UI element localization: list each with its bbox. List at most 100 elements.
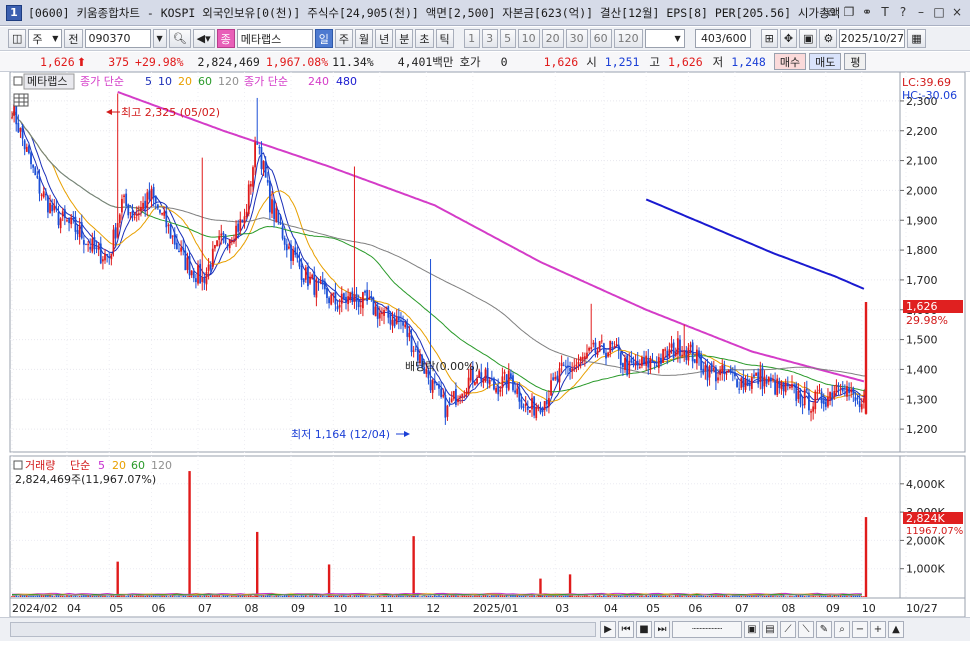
interval-10[interactable]: 10 — [517, 29, 540, 48]
candle-body — [404, 324, 407, 328]
zoom-in-icon[interactable]: ⊞ — [760, 29, 778, 48]
candle-body — [17, 122, 20, 133]
magnify-icon[interactable]: ⌕ — [834, 621, 850, 638]
scroll-right-icon[interactable]: ▶ — [600, 621, 616, 638]
open-label: 시 — [586, 54, 597, 69]
grid-icon[interactable]: ▤ — [762, 621, 778, 638]
timeframe-week[interactable]: 주 — [334, 29, 354, 48]
candle-body — [433, 380, 436, 384]
volume-bar — [370, 595, 373, 597]
buy-button[interactable]: 매수 — [773, 53, 807, 70]
chart-scrollbar[interactable] — [10, 622, 596, 637]
draw-icon[interactable]: ✎ — [816, 621, 832, 638]
expand-icon[interactable]: ▲ — [888, 621, 904, 638]
candle-body — [11, 117, 13, 119]
timeframe-day[interactable]: 일 — [314, 29, 333, 48]
stock-type-tag[interactable]: 종 — [216, 29, 235, 48]
trend-icon[interactable]: ⟍ — [798, 621, 814, 638]
legend-ma240: 240 — [308, 75, 329, 88]
candle-body — [99, 243, 102, 264]
volume-bar — [584, 595, 586, 597]
sound-icon[interactable]: ◀︎▾ — [192, 29, 215, 48]
stock-chart[interactable]: 2,3002,2002,1002,0001,9001,8001,7001,600… — [0, 71, 970, 618]
screenshot-icon[interactable]: ▣ — [744, 621, 760, 638]
interval-20[interactable]: 20 — [541, 29, 564, 48]
help-icon[interactable]: ? — [899, 5, 907, 19]
volume-legend: 거래량 단순 5 20 60 120 2,824,469주(11,967.07%… — [13, 459, 172, 486]
new-window-icon[interactable]: ❐ — [843, 5, 855, 19]
scroll-end-icon[interactable]: ⏭ — [654, 621, 670, 638]
calendar-icon[interactable]: ▦ — [907, 29, 926, 48]
table-icon[interactable] — [13, 93, 29, 107]
ruler-icon[interactable]: ⟋ — [780, 621, 796, 638]
legend-ma-label: 종가 단순 — [80, 75, 124, 88]
candle-body — [708, 365, 711, 378]
volume-bar — [797, 595, 800, 597]
interval-3[interactable]: 3 — [481, 29, 498, 48]
text-tool-icon[interactable]: T — [881, 5, 889, 19]
volume-bar — [742, 596, 745, 597]
link-icon[interactable]: ⚭ — [861, 5, 873, 19]
chart-area[interactable]: 2,3002,2002,1002,0001,9001,8001,7001,600… — [0, 71, 970, 622]
volume-bar — [192, 596, 195, 597]
volume-bar — [727, 595, 730, 597]
maximize-icon[interactable]: □ — [933, 5, 945, 19]
stop-icon[interactable]: ■ — [636, 621, 652, 638]
candle-body — [748, 383, 751, 387]
prev-button[interactable]: 전 — [64, 29, 83, 48]
stock-code-input[interactable]: 090370 — [84, 29, 151, 48]
scroll-start-icon[interactable]: ⏮ — [618, 621, 634, 638]
last-pct-label: 29.98% — [906, 314, 948, 327]
restore-icon[interactable]: ⧉ — [826, 4, 836, 19]
candle-body — [389, 314, 392, 325]
interval-dropdown[interactable]: ▼ — [644, 29, 685, 48]
zoom-slider[interactable]: ┈┈┈┈┈ — [672, 621, 742, 638]
zoom-in-button-icon[interactable]: + — [870, 621, 886, 638]
save-icon[interactable]: ▣ — [799, 29, 818, 48]
code-dropdown-icon[interactable]: ▼ — [152, 29, 167, 48]
chart-menu-icon[interactable]: ◫ — [8, 29, 27, 48]
candle-body — [366, 289, 369, 302]
avg-button[interactable]: 평 — [844, 53, 867, 70]
volume-bar — [66, 595, 68, 597]
gear-icon[interactable]: ⚙ — [819, 29, 838, 48]
interval-5[interactable]: 5 — [499, 29, 516, 48]
crosshair-icon[interactable]: ✥ — [779, 29, 798, 48]
candle-body — [490, 379, 493, 381]
date-field[interactable]: 2025/10/27 — [839, 29, 906, 48]
volume-bar — [846, 595, 848, 597]
low-annotation-label: 최저 1,164 (12/04) — [291, 428, 390, 441]
candle-body — [323, 281, 326, 290]
candle-body — [564, 365, 567, 367]
interval-1[interactable]: 1 — [463, 29, 480, 48]
minimize-icon[interactable]: – — [918, 5, 924, 19]
sell-button[interactable]: 매도 — [809, 53, 842, 70]
volume-bar — [605, 596, 607, 597]
interval-30[interactable]: 30 — [565, 29, 588, 48]
candle-body — [262, 160, 265, 170]
volume-bar — [135, 594, 138, 597]
interval-60[interactable]: 60 — [589, 29, 612, 48]
timeframe-tick[interactable]: 틱 — [435, 29, 454, 48]
candle-body — [235, 225, 237, 240]
timeframe-month[interactable]: 월 — [355, 29, 374, 48]
interval-120[interactable]: 120 — [613, 29, 643, 48]
timeframe-year[interactable]: 년 — [375, 29, 394, 48]
timeframe-second[interactable]: 초 — [415, 29, 434, 48]
close-icon[interactable]: × — [951, 5, 963, 19]
candle-body — [723, 365, 726, 375]
candle-body — [581, 357, 584, 360]
volume-bar — [850, 595, 853, 597]
candle-body — [592, 342, 595, 345]
timeframe-minute[interactable]: 분 — [395, 29, 414, 48]
candle-body — [681, 354, 683, 356]
volume-bar — [127, 595, 130, 597]
zoom-out-icon[interactable]: − — [852, 621, 868, 638]
period-select[interactable]: 주 ▼ — [28, 29, 63, 48]
volume-bar — [786, 596, 789, 597]
bar-count-field[interactable]: 403/600 — [694, 29, 751, 48]
search-icon[interactable]: 🔍︎ — [168, 29, 191, 48]
candle-body — [575, 364, 578, 367]
candle-body — [812, 406, 815, 412]
volume-bar — [594, 594, 597, 597]
